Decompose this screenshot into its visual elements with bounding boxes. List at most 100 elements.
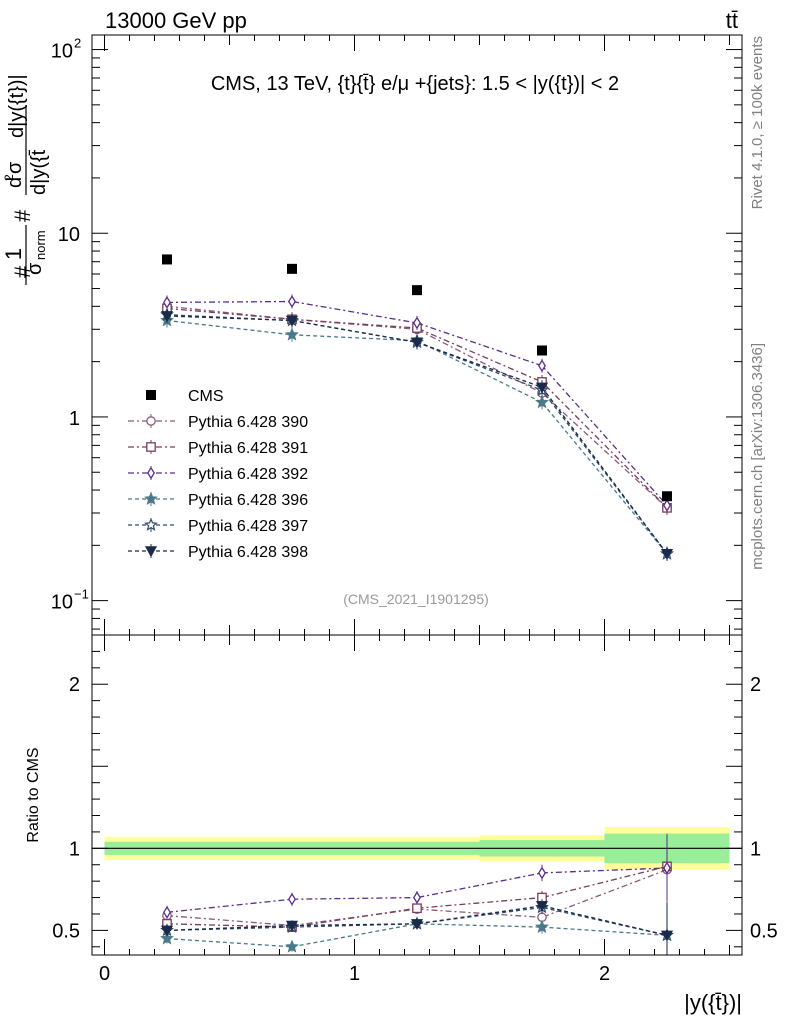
ratio-point-2-shape	[163, 905, 171, 919]
ratio-point-2-shape	[413, 891, 421, 905]
ylabel-denominator: d|y({t̄	[28, 149, 50, 195]
ratio-point-3-shape	[535, 919, 549, 933]
ratio-ytick-label-left: 1	[69, 838, 80, 860]
data-point-shape	[287, 263, 297, 274]
series-point-5	[160, 311, 174, 323]
ratio-point-2	[663, 861, 671, 875]
series-point-2-shape	[663, 498, 671, 512]
ylabel-sigma: σ	[24, 262, 46, 275]
legend-marker-shape	[144, 546, 158, 558]
ratio-point-2	[288, 892, 296, 906]
legend-entry: Pythia 6.428 398	[128, 544, 308, 561]
ratio-point-3-shape	[285, 939, 299, 953]
series-point-2	[288, 295, 296, 308]
series-point-2	[538, 359, 546, 373]
header-right-text: tt̄	[726, 8, 738, 33]
legend: CMS Pythia 6.428 390 Pythia 6.428 391 Pythi…	[128, 388, 308, 561]
main-ylabel: # 1 σ norm # d 2 σ d|y({t̄ d|y({t})|	[1, 74, 50, 285]
legend-marker-shape	[144, 491, 158, 505]
legend-marker-shape	[146, 390, 156, 400]
chart-title: CMS, 13 TeV, {t}{t̄} e/μ +{jets}: 1.5 < …	[211, 73, 619, 95]
series-point-5-shape	[160, 311, 174, 323]
ratio-ytick-label-right: 1	[750, 838, 761, 860]
legend-marker	[144, 546, 158, 558]
ratio-point-2	[413, 891, 421, 905]
ylabel-hash2: #	[10, 209, 35, 222]
ratio-plot-area	[92, 827, 742, 955]
legend-label: CMS	[188, 388, 224, 405]
main-plot-area	[160, 254, 674, 561]
legend-marker-shape	[144, 517, 158, 531]
ratio-point-2-shape	[663, 861, 671, 875]
main-ytick-label: 10	[51, 41, 73, 63]
legend-label: Pythia 6.428 392	[188, 466, 308, 483]
ratio-point-3	[285, 939, 299, 953]
header-left-text: 13000 GeV pp	[105, 8, 247, 33]
data-point	[537, 345, 547, 356]
ratio-axis-ticks: 0 1 2 0.5 0.5 1 1 2 2	[52, 634, 778, 985]
ratio-ytick-label-left: 2	[69, 674, 80, 696]
ratio-point-5	[410, 919, 424, 931]
ylabel-norm: norm	[33, 230, 48, 260]
x-axis-label: |y({t̄})|	[684, 990, 742, 1015]
legend-label: Pythia 6.428 397	[188, 518, 308, 535]
series-point-5-shape	[535, 382, 549, 394]
legend-entry: Pythia 6.428 396	[128, 491, 308, 509]
legend-entry: Pythia 6.428 390	[128, 414, 308, 431]
ratio-point-5-shape	[160, 925, 174, 937]
series-point-5	[535, 382, 549, 394]
legend-marker-shape	[147, 466, 155, 480]
series-point-3-shape	[535, 395, 549, 409]
ylabel-sigma2: σ	[4, 161, 26, 174]
series-point-5	[660, 549, 674, 560]
legend-entry: Pythia 6.428 397	[128, 517, 308, 535]
ratio-ytick-label-right: 0.5	[750, 920, 778, 942]
ratio-point-5-shape	[535, 901, 549, 913]
data-point	[662, 491, 672, 502]
data-point	[287, 263, 297, 274]
series-point-2-shape	[538, 359, 546, 373]
ratio-xtick-label: 2	[599, 963, 610, 985]
main-ytick-label-exp: −1	[74, 587, 89, 602]
ylabel-one: 1	[1, 248, 26, 260]
legend-marker	[146, 390, 156, 400]
ratio-xtick-label: 1	[349, 963, 360, 985]
series-point-2	[413, 316, 421, 330]
ratio-point-5	[660, 930, 674, 942]
ylabel-d: d	[4, 177, 26, 188]
legend-marker	[144, 517, 158, 531]
ratio-point-3	[535, 919, 549, 933]
ratio-ytick-label-left: 0.5	[52, 920, 80, 942]
series-point-3	[535, 395, 549, 409]
series-point-5	[410, 337, 424, 349]
legend-marker	[146, 442, 156, 452]
ratio-point-5	[285, 920, 299, 932]
analysis-watermark: (CMS_2021_I1901295)	[343, 591, 489, 607]
ratio-ylabel: Ratio to CMS	[25, 747, 42, 842]
ratio-point-5-shape	[410, 919, 424, 931]
ylabel-right: d|y({t})|	[6, 74, 28, 138]
legend-entry: CMS	[146, 388, 224, 405]
legend-entry: Pythia 6.428 391	[128, 440, 308, 457]
legend-marker	[147, 466, 155, 480]
ratio-point-5	[160, 925, 174, 937]
ratio-point-2	[538, 866, 546, 880]
ratio-point-3-shape	[160, 931, 174, 945]
data-point	[162, 254, 172, 265]
mcplots-label: mcplots.cern.ch [arXiv:1306.3436]	[749, 343, 766, 570]
legend-marker-shape	[146, 416, 156, 426]
ratio-point-3	[160, 931, 174, 945]
ratio-point-2-shape	[538, 866, 546, 880]
ratio-frame	[91, 634, 743, 956]
ratio-point-1	[412, 903, 422, 914]
legend-marker-shape	[146, 442, 156, 452]
ratio-point-5-shape	[660, 930, 674, 942]
ratio-ytick-label-right: 2	[750, 674, 761, 696]
data-point	[412, 285, 422, 296]
main-ytick-label: 10	[58, 224, 80, 246]
series-point-2-shape	[288, 295, 296, 308]
series-point-5-shape	[410, 337, 424, 349]
